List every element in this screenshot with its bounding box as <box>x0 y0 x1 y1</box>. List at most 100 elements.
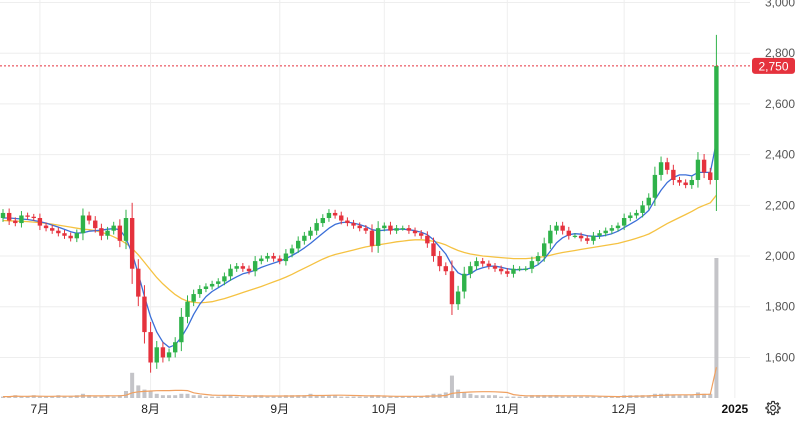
candle[interactable] <box>6 208 12 225</box>
candle[interactable] <box>296 236 301 253</box>
candle[interactable] <box>197 285 202 298</box>
candle[interactable] <box>259 255 264 265</box>
candle[interactable] <box>246 265 252 275</box>
candle[interactable] <box>406 224 412 234</box>
candle[interactable] <box>43 222 49 232</box>
settings-gear-icon[interactable] <box>765 400 781 416</box>
candle[interactable] <box>160 342 166 363</box>
candle[interactable] <box>185 295 190 324</box>
candle[interactable] <box>492 263 498 272</box>
candle[interactable] <box>216 278 221 288</box>
candles[interactable] <box>0 34 719 373</box>
candle[interactable] <box>265 252 270 262</box>
candle[interactable] <box>326 209 332 222</box>
candle[interactable] <box>455 285 461 310</box>
candle[interactable] <box>375 221 381 253</box>
candle[interactable] <box>129 202 135 284</box>
candle[interactable] <box>431 237 436 262</box>
candle[interactable] <box>222 272 227 286</box>
candle[interactable] <box>560 221 565 235</box>
candle[interactable] <box>283 249 289 266</box>
candle[interactable] <box>412 227 418 237</box>
candle[interactable] <box>136 259 141 307</box>
candle[interactable] <box>31 213 36 221</box>
candle[interactable] <box>597 230 602 239</box>
candle[interactable] <box>548 224 553 250</box>
candle[interactable] <box>308 226 313 240</box>
candle[interactable] <box>400 225 405 231</box>
candle[interactable] <box>468 261 473 279</box>
candle[interactable] <box>486 260 492 270</box>
candle[interactable] <box>634 209 639 219</box>
candle[interactable] <box>615 222 621 232</box>
candle[interactable] <box>474 257 479 270</box>
candle[interactable] <box>191 289 196 307</box>
candle[interactable] <box>578 232 584 242</box>
candle[interactable] <box>203 283 209 293</box>
candle[interactable] <box>554 221 559 235</box>
candle[interactable] <box>173 337 178 358</box>
candle[interactable] <box>646 193 651 210</box>
candle[interactable] <box>74 229 79 243</box>
candle[interactable] <box>714 34 719 212</box>
candle[interactable] <box>566 226 571 240</box>
candle[interactable] <box>86 211 92 225</box>
candle[interactable] <box>523 266 528 272</box>
candle[interactable] <box>68 232 73 242</box>
candle[interactable] <box>320 214 325 227</box>
candle[interactable] <box>437 250 442 272</box>
candle[interactable] <box>701 154 707 179</box>
candle[interactable] <box>388 221 393 235</box>
candle[interactable] <box>603 227 608 237</box>
candle[interactable] <box>542 237 547 262</box>
candle[interactable] <box>302 231 307 245</box>
candle[interactable] <box>535 252 541 265</box>
candle[interactable] <box>80 208 86 241</box>
candle[interactable] <box>93 216 98 233</box>
candle[interactable] <box>154 340 159 369</box>
candle[interactable] <box>234 263 239 272</box>
candle[interactable] <box>652 166 658 206</box>
candle[interactable] <box>166 348 172 362</box>
candle[interactable] <box>665 157 670 175</box>
candle[interactable] <box>621 213 627 231</box>
candle[interactable] <box>351 219 356 229</box>
candle[interactable] <box>357 222 362 232</box>
candle[interactable] <box>658 156 664 181</box>
candle[interactable] <box>209 280 215 290</box>
candle[interactable] <box>117 219 123 248</box>
candle[interactable] <box>363 224 369 234</box>
candle[interactable] <box>572 233 578 239</box>
candle[interactable] <box>13 217 18 227</box>
candle[interactable] <box>332 209 338 219</box>
candle[interactable] <box>252 256 258 277</box>
candle[interactable] <box>609 224 615 234</box>
candle[interactable] <box>277 255 282 265</box>
candle[interactable] <box>0 209 6 222</box>
candle[interactable] <box>677 176 682 186</box>
candle[interactable] <box>695 152 701 188</box>
candle[interactable] <box>498 265 504 275</box>
candle[interactable] <box>585 235 590 244</box>
candle[interactable] <box>529 256 535 274</box>
candle[interactable] <box>640 200 645 218</box>
candle[interactable] <box>99 223 104 241</box>
candle[interactable] <box>179 308 184 352</box>
candle[interactable] <box>591 231 596 245</box>
candle[interactable] <box>462 266 467 299</box>
candle[interactable] <box>25 212 30 220</box>
candle[interactable] <box>289 244 295 258</box>
candle[interactable] <box>314 218 319 236</box>
candle[interactable] <box>105 226 110 240</box>
candle[interactable] <box>628 212 633 222</box>
candle[interactable] <box>271 252 276 262</box>
candle[interactable] <box>148 321 153 373</box>
candle[interactable] <box>56 227 61 237</box>
candle[interactable] <box>419 230 424 239</box>
candle[interactable] <box>111 221 116 235</box>
candle[interactable] <box>505 268 510 277</box>
candle[interactable] <box>50 224 55 234</box>
candle[interactable] <box>517 266 522 272</box>
